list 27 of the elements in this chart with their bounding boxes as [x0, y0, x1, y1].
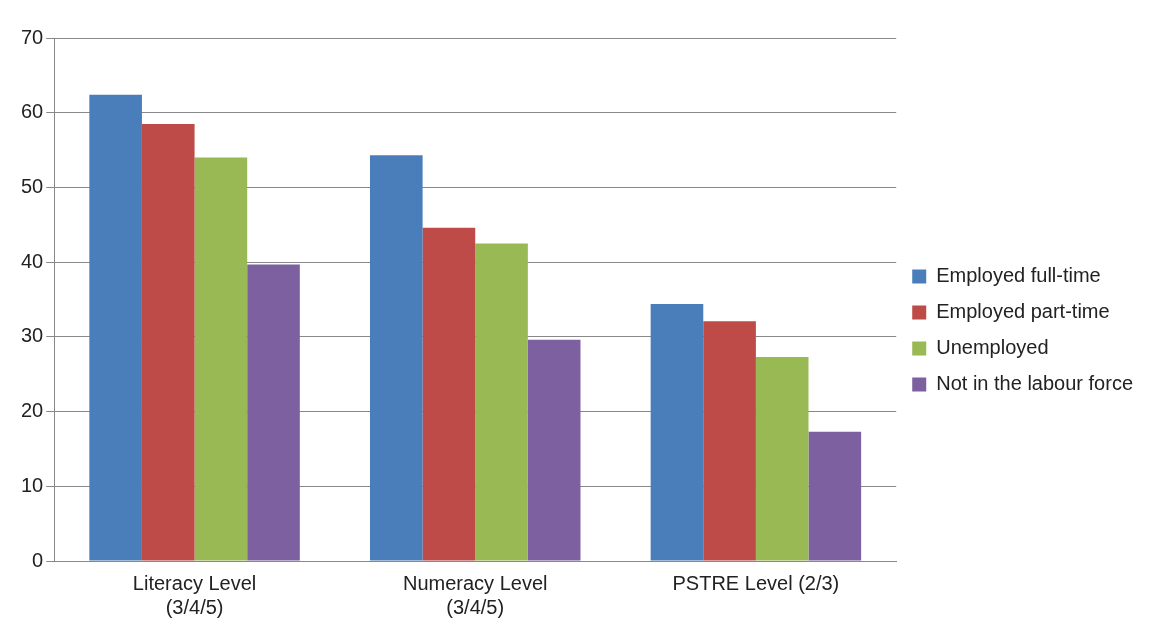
bar: [89, 94, 142, 561]
legend-label: Not in the labour force: [936, 372, 1133, 395]
y-tick-label: 60: [21, 100, 44, 123]
bar: [422, 227, 476, 561]
bar: [527, 339, 581, 561]
legend-label: Employed part-time: [936, 300, 1110, 323]
bar: [650, 303, 704, 561]
y-tick-label: 30: [21, 324, 44, 347]
bar: [475, 243, 528, 561]
y-tick-label: 70: [21, 25, 44, 48]
legend-label: Employed full-time: [936, 264, 1101, 287]
bar: [755, 357, 809, 561]
bar: [703, 321, 756, 561]
bar: [369, 155, 423, 561]
x-tick-label: Numeracy Level (3/4/5): [402, 571, 548, 618]
y-tick-label: 10: [21, 473, 44, 496]
bar: [194, 157, 248, 561]
bar: [141, 123, 195, 561]
y-tick-label: 0: [32, 548, 44, 571]
y-tick-label: 40: [21, 249, 44, 272]
y-tick-label: 50: [21, 174, 44, 197]
legend-label: Unemployed: [936, 336, 1049, 359]
y-tick-label: 20: [21, 399, 44, 422]
bar: [247, 264, 300, 561]
bar: [808, 431, 862, 561]
x-tick-label: PSTRE Level (2/3): [672, 571, 840, 594]
x-tick-label: Literacy Level (3/4/5): [132, 571, 257, 618]
